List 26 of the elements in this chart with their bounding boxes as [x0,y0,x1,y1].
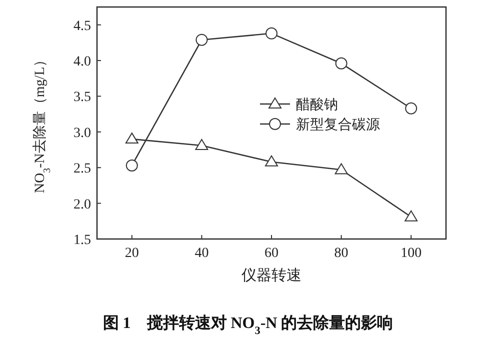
point [405,102,418,114]
x-tick-label: 80 [334,246,348,261]
point [334,163,348,174]
y-tick-label: 1.5 [74,233,91,248]
point [266,27,278,40]
y-tick-label: 3.0 [74,126,91,141]
point [404,210,418,222]
caption: 图 1 搅拌转速对 NO$_{3}$-N 的去除量的影响 [102,314,394,337]
legend-label: 醋酸钠 [296,97,338,113]
y-tick-label: 3.5 [74,90,91,106]
point [265,155,278,166]
legend-label: 新型复合碳源 [296,117,380,133]
x-tick-label: 60 [264,246,278,261]
point [196,34,208,46]
point [126,159,138,172]
x-tick-label: 100 [400,246,422,261]
point [195,138,208,150]
point [335,57,348,70]
y-tick-label: 2.5 [74,162,91,177]
y-tick-label: 4.0 [74,54,91,70]
x-axis-title: 仪器转速 [242,266,302,284]
y-tick-label: 2.0 [74,197,91,212]
x-tick-label: 20 [124,246,139,261]
y-tick-label: 4.5 [74,18,91,34]
x-tick-label: 40 [194,246,209,261]
point [125,132,138,144]
